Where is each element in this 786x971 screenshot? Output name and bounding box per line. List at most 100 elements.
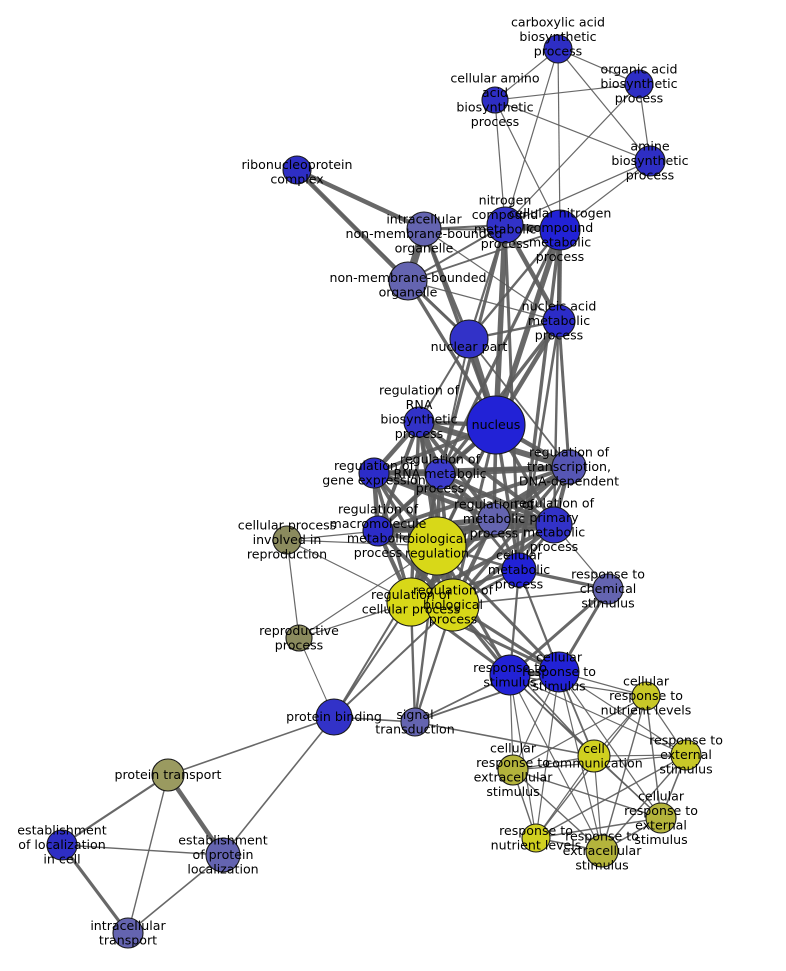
graph-node-regulation_of_rna_metabolic_process[interactable] [424,458,456,490]
graph-node-protein_transport[interactable] [151,758,185,792]
graph-edge [373,471,555,527]
graph-node-biological_regulation[interactable] [407,516,467,576]
graph-node-non_membrane_bounded_organelle[interactable] [388,261,428,301]
graph-node-label-cellular_metabolic_process: cellular metabolic process [488,547,550,591]
graph-node-protein_binding[interactable] [315,698,353,736]
graph-edge [504,48,559,226]
graph-node-response_to_chemical_stimulus[interactable] [592,573,624,605]
graph-edge [127,854,224,934]
graph-edge [61,774,169,846]
graph-node-label-nucleic_acid_metabolic_process: nucleic acid metabolic process [522,298,597,342]
graph-node-cellular_response_to_stimulus[interactable] [538,651,580,693]
graph-edge [333,604,454,718]
graph-node-carboxylic_acid_biosynthetic_process[interactable] [543,34,573,64]
graph-node-regulation_of_primary_metabolic_process[interactable] [535,506,573,544]
graph-node-nitrogen_compound_metabolic_process[interactable] [486,206,524,244]
graph-node-nucleic_acid_metabolic_process[interactable] [542,304,576,338]
graph-edge [60,844,130,934]
graph-node-label-nucleus: nucleus [472,417,521,432]
graph-node-intracellular_non_membrane_bounded_organelle[interactable] [406,211,442,247]
graph-node-nucleus[interactable] [466,395,526,455]
graph-node-cellular_response_to_extracellular_stimulus[interactable] [497,754,529,786]
graph-node-label-regulation_of_cellular_process: regulation of cellular process [362,586,460,616]
graph-node-label-cellular_response_to_extracellular_stimulus: cellular response to extracellular stimulus [474,740,554,799]
graph-node-label-cell_communication: cell communication [545,740,642,770]
graph-node-amine_biosynthetic_process[interactable] [634,145,666,177]
graph-edge [333,545,438,718]
graph-node-regulation_of_macromolecule_metabolic_process[interactable] [362,515,394,547]
graph-node-nuclear_part[interactable] [449,319,489,359]
graph-node-establishment_of_localization_in_cell[interactable] [46,829,78,861]
graph-edge [645,695,662,819]
graph-node-label-cellular_response_to_external_stimulus: cellular response to external stimulus [624,788,698,847]
graph-node-signal_transduction[interactable] [400,707,430,737]
graph-node-ribonucleoprotein_complex[interactable] [282,155,312,185]
graph-node-label-nuclear_part: nuclear part [431,339,508,354]
graph-node-cell_communication[interactable] [577,739,611,773]
graph-node-label-regulation_of_gene_expression: regulation of gene expression [322,457,425,487]
graph-node-response_to_nutrient_levels[interactable] [521,823,551,853]
graph-node-label-amine_biosynthetic_process: amine biosynthetic process [611,138,688,182]
graph-node-label-regulation_of_transcription_dna_dependent: regulation of transcription, DNA-dependent [519,444,619,488]
graph-node-regulation_of_gene_expression[interactable] [358,457,390,489]
graph-node-label-nitrogen_compound_metabolic_process: nitrogen compound metabolic process [472,192,539,251]
graph-node-cellular_process_involved_in_reproduction[interactable] [272,525,302,555]
graph-node-label-establishment_of_localization_in_cell: establishment of localization in cell [17,822,106,866]
graph-node-response_to_stimulus[interactable] [489,654,531,696]
graph-node-organic_acid_biosynthetic_process[interactable] [624,69,654,99]
graph-node-cellular_nitrogen_compound_metabolic_process[interactable] [539,209,581,251]
graph-edge [407,280,560,322]
graph-edge [535,671,560,839]
graph-edge [409,421,421,603]
graph-node-label-organic_acid_biosynthetic_process: organic acid biosynthetic process [600,61,677,105]
graph-node-cellular_metabolic_process[interactable] [501,552,537,588]
graph-node-label-carboxylic_acid_biosynthetic_process: carboxylic acid biosynthetic process [511,14,605,58]
graph-node-label-regulation_of_rna_biosynthetic_process: regulation of RNA biosynthetic process [379,382,460,441]
edge-layer [60,48,687,934]
node-layer [46,34,702,949]
graph-edge [535,817,662,839]
graph-edge [413,545,439,723]
graph-node-response_to_external_stimulus[interactable] [670,739,702,771]
graph-edge [557,48,651,162]
graph-edge [127,774,169,934]
graph-node-label-response_to_chemical_stimulus: response to chemical stimulus [571,566,645,610]
graph-node-label-cellular_response_to_nutrient_levels: cellular response to nutrient levels [601,673,692,717]
graph-edge [61,844,224,856]
graph-edge [377,465,570,533]
graph-node-cellular_response_to_nutrient_levels[interactable] [631,681,661,711]
graph-edge [557,48,640,85]
graph-edge [439,338,470,475]
graph-node-regulation_of_transcription_dna_dependent[interactable] [551,449,587,485]
graph-node-response_to_extracellular_stimulus[interactable] [585,834,619,868]
graph-edge [504,160,651,226]
graph-node-label-response_to_stimulus: response to stimulus [473,659,547,689]
graph-edge [407,229,561,282]
graph-node-establishment_of_protein_localization[interactable] [205,837,241,873]
graph-edge [509,674,537,839]
graph-node-label-intracellular_transport: intracellular transport [90,917,166,947]
graph-node-reproductive_process[interactable] [285,624,313,652]
graph-node-cellular_response_to_external_stimulus[interactable] [645,802,677,834]
graph-edge [296,167,425,232]
graph-edge [423,228,560,322]
graph-node-cellular_amino_acid_biosynthetic_process[interactable] [481,86,509,114]
graph-edge [373,464,570,476]
graph-node-regulation_of_metabolic_process[interactable] [477,502,511,536]
graph-node-label-response_to_external_stimulus: response to external stimulus [649,732,723,776]
graph-node-label-cellular_nitrogen_compound_metabolic_process: cellular nitrogen compound metabolic proces… [509,205,612,264]
graph-edge [557,48,561,231]
graph-edge [167,716,335,776]
graph-edge [414,671,560,723]
graph-edge [535,755,595,839]
graph-node-label-cellular_process_involved_in_reproduction: cellular process involved in reproduction [238,517,336,561]
graph-node-label-reproductive_process: reproductive process [259,622,339,652]
graph-node-intracellular_transport[interactable] [112,917,144,949]
graph-node-regulation_of_biological_process[interactable] [426,578,480,632]
graph-node-regulation_of_rna_biosynthetic_process[interactable] [403,406,435,438]
graph-node-label-signal_transduction: signal transduction [375,706,454,736]
graph-node-label-regulation_of_primary_metabolic_process: regulation of primary metabolic process [514,495,595,554]
graph-edge [222,716,335,856]
graph-edge [494,99,651,162]
